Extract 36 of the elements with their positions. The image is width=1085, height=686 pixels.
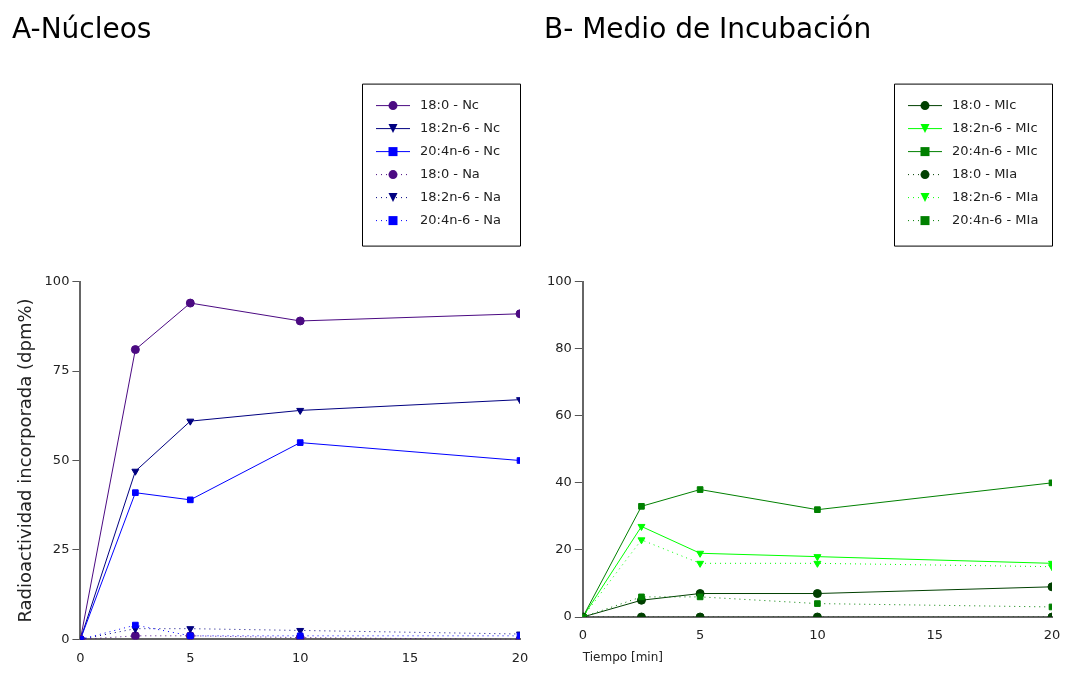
legend-label: 18:2n-6 - Na [420,188,502,204]
x-axis-title: Tiempo [min] [581,649,663,664]
y-tick-label: 80 [555,340,572,356]
legend-label: 18:0 - Na [420,165,480,181]
chart-title: A-Núcleos [12,12,152,46]
y-tick-label: 100 [546,272,572,288]
legend-label: 20:4n-6 - Na [420,211,502,227]
y-tick-label: 60 [555,407,572,423]
legend-label: 18:0 - Nc [420,96,480,112]
chart-title: B- Medio de Incubación [544,12,872,46]
legend-label: 18:0 - MIc [952,96,1017,112]
y-tick-label: 75 [52,362,70,378]
legend-label: 20:4n-6 - MIa [952,211,1039,227]
legend-label: 18:2n-6 - MIc [952,119,1038,135]
y-tick-label: 20 [555,541,572,557]
y-tick-label: 50 [52,451,70,467]
legend-label: 20:4n-6 - Nc [420,142,501,158]
x-tick-label: 5 [186,649,195,665]
x-tick-label: 5 [695,627,705,643]
x-tick-label: 15 [401,649,419,665]
x-tick-label: 20 [511,649,529,665]
x-tick-label: 10 [291,649,309,665]
x-tick-label: 20 [1043,627,1061,643]
y-tick-label: 40 [555,474,572,490]
legend-label: 18:0 - MIa [952,165,1018,181]
x-tick-label: 0 [578,627,587,643]
y-tick-label: 100 [44,272,70,288]
x-tick-label: 10 [809,627,826,643]
y-tick-label: 25 [52,541,70,557]
x-tick-label: 15 [926,627,943,643]
legend-label: 18:2n-6 - Nc [420,119,501,135]
y-axis-title: Radioactividad incorporada (dpm%) [14,298,36,623]
y-tick-label: 0 [563,608,572,624]
legend-label: 20:4n-6 - MIc [952,142,1038,158]
legend-label: 18:2n-6 - MIa [952,188,1039,204]
x-tick-label: 0 [76,649,85,665]
